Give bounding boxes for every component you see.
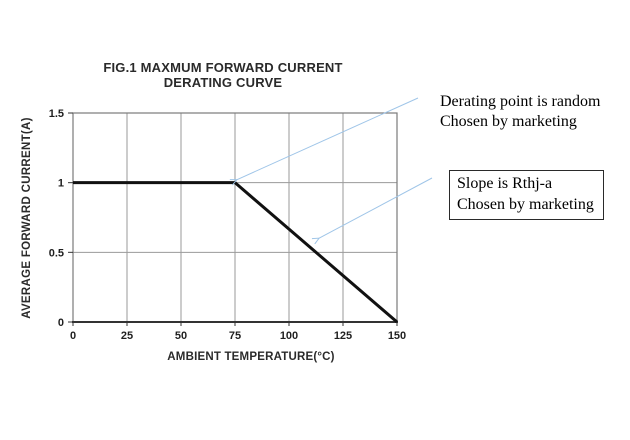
- y-axis-label: AVERAGE FORWARD CURRENT(A): [21, 117, 33, 319]
- x-tick-label: 150: [388, 330, 406, 342]
- annotation-derating-point-line1: Derating point is random: [440, 93, 601, 110]
- annotation-slope: Slope is Rthj-a Chosen by marketing: [449, 170, 604, 220]
- x-axis-label: AMBIENT TEMPERATURE(°C): [167, 351, 335, 363]
- y-tick-label: 1: [58, 178, 64, 190]
- annotation-slope-line1: Slope is Rthj-a: [457, 175, 553, 192]
- y-tick-label: 0.5: [49, 247, 64, 259]
- y-tick-label: 0: [58, 317, 64, 329]
- annotation-derating-point: Derating point is random Chosen by marke…: [440, 92, 600, 132]
- figure-title: FIG.1 MAXMUM FORWARD CURRENT DERATING CU…: [83, 60, 363, 90]
- annotation-slope-line2: Chosen by marketing: [457, 196, 594, 213]
- x-tick-label: 100: [280, 330, 298, 342]
- x-tick-label: 75: [229, 330, 241, 342]
- x-tick-label: 125: [334, 330, 352, 342]
- figure-title-line2: DERATING CURVE: [163, 75, 283, 90]
- y-tick-label: 1.5: [49, 108, 64, 120]
- figure-title-line1: FIG.1 MAXMUM FORWARD CURRENT: [103, 60, 343, 75]
- annotation-arrow: [229, 97, 419, 186]
- x-tick-label: 50: [175, 330, 187, 342]
- annotation-arrow: [311, 177, 433, 245]
- annotation-derating-point-line2: Chosen by marketing: [440, 113, 577, 130]
- x-tick-label: 0: [70, 330, 76, 342]
- x-tick-label: 25: [121, 330, 133, 342]
